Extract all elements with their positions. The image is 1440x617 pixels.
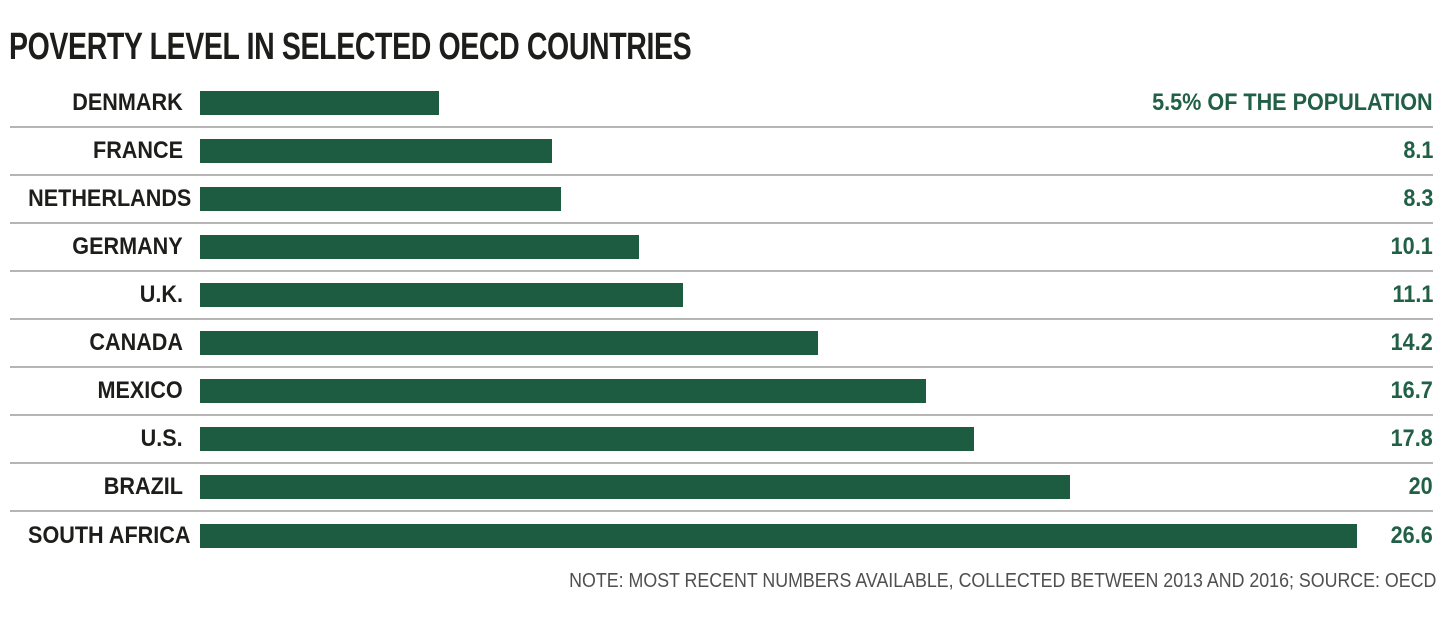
bar-netherlands — [200, 187, 561, 211]
bar-track — [200, 524, 1433, 548]
value-label: 8.1 — [1402, 137, 1433, 164]
chart-title: POVERTY LEVEL IN SELECTED OECD COUNTRIES — [0, 0, 1440, 80]
value-label: 8.3 — [1402, 185, 1433, 212]
value-label: 17.8 — [1390, 425, 1433, 452]
bar-track — [200, 139, 1433, 163]
bar-mexico — [200, 379, 926, 403]
bar-track — [200, 283, 1433, 307]
chart-row-germany: GERMANY 10.1 — [10, 224, 1433, 272]
bar-track — [200, 475, 1433, 499]
chart-rows: DENMARK 5.5% OF THE POPULATION FRANCE 8.… — [0, 80, 1440, 560]
bar-denmark — [200, 91, 439, 115]
bar-germany — [200, 235, 639, 259]
bar-track — [200, 379, 1433, 403]
bar-track — [200, 187, 1433, 211]
chart-row-mexico: MEXICO 16.7 — [10, 368, 1433, 416]
chart-row-denmark: DENMARK 5.5% OF THE POPULATION — [10, 80, 1433, 128]
chart-row-us: U.S. 17.8 — [10, 416, 1433, 464]
category-label: NETHERLANDS — [28, 185, 192, 212]
bar-canada — [200, 331, 818, 355]
chart-row-canada: CANADA 14.2 — [10, 320, 1433, 368]
category-label: CANADA — [89, 329, 183, 356]
bar-uk — [200, 283, 683, 307]
chart-footnote-text: NOTE: MOST RECENT NUMBERS AVAILABLE, COL… — [568, 570, 1436, 592]
value-label: 10.1 — [1390, 233, 1433, 260]
value-label: 14.2 — [1390, 329, 1433, 356]
category-label: SOUTH AFRICA — [28, 522, 191, 549]
category-label: U.S. — [140, 425, 183, 452]
value-label: 20 — [1408, 473, 1433, 500]
value-label: 26.6 — [1390, 522, 1433, 549]
bar-us — [200, 427, 974, 451]
category-label: MEXICO — [97, 377, 183, 404]
bar-south-africa — [200, 524, 1357, 548]
bar-brazil — [200, 475, 1070, 499]
value-label: 5.5% OF THE POPULATION — [1152, 89, 1433, 116]
category-label: DENMARK — [72, 89, 183, 116]
chart-footnote: NOTE: MOST RECENT NUMBERS AVAILABLE, COL… — [0, 560, 1440, 617]
chart-title-text: POVERTY LEVEL IN SELECTED OECD COUNTRIES — [9, 26, 692, 68]
bar-track — [200, 235, 1433, 259]
chart-row-uk: U.K. 11.1 — [10, 272, 1433, 320]
bar-track — [200, 91, 1433, 115]
category-label: BRAZIL — [103, 473, 183, 500]
bar-track — [200, 427, 1433, 451]
bar-france — [200, 139, 552, 163]
category-label: FRANCE — [93, 137, 183, 164]
value-label: 16.7 — [1390, 377, 1433, 404]
category-label: GERMANY — [72, 233, 183, 260]
chart-row-brazil: BRAZIL 20 — [10, 464, 1433, 512]
chart-row-netherlands: NETHERLANDS 8.3 — [10, 176, 1433, 224]
value-label: 11.1 — [1392, 281, 1433, 308]
category-label: U.K. — [139, 281, 183, 308]
bar-track — [200, 331, 1433, 355]
chart-row-south-africa: SOUTH AFRICA 26.6 — [10, 512, 1433, 560]
chart-row-france: FRANCE 8.1 — [10, 128, 1433, 176]
